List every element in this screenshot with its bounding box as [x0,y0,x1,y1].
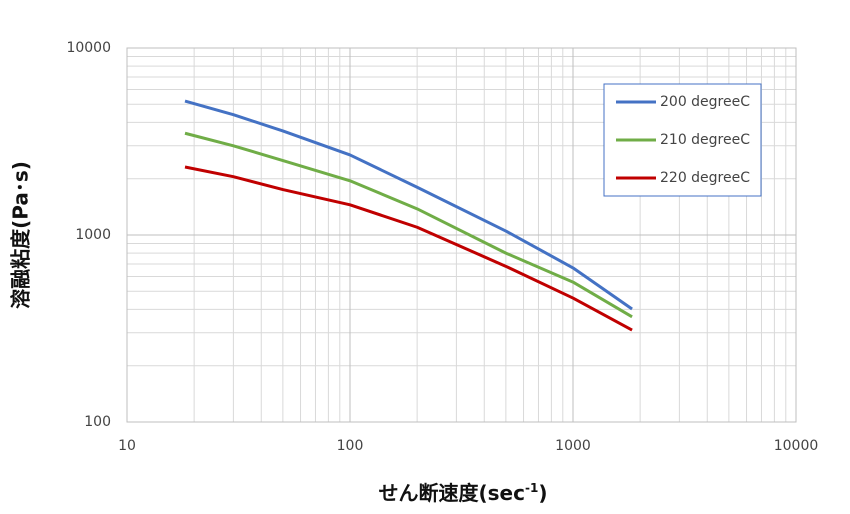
x-tick-label: 10 [118,438,136,454]
legend-label: 220 degreeC [660,170,750,186]
y-axis-title: 溶融粘度(Pa･s) [9,161,33,309]
y-tick-label: 1000 [75,227,111,243]
series-line [184,99,633,311]
y-tick-label: 10000 [66,40,111,56]
plot-frame [126,47,797,423]
x-tick-label: 100 [337,438,364,454]
y-tick-label: 100 [84,414,111,430]
legend-label: 210 degreeC [660,132,750,148]
series-line [184,131,633,319]
x-axis-title-text: せん断速度(sec [379,481,525,505]
x-tick-label: 1000 [555,438,591,454]
x-axis-title-end: ) [538,481,547,505]
legend-label: 200 degreeC [660,94,750,110]
x-tick-label: 10000 [774,438,819,454]
x-axis-title: せん断速度(sec-1) [379,481,548,505]
x-axis-title-sup: -1 [525,481,538,495]
series-line [184,165,633,332]
